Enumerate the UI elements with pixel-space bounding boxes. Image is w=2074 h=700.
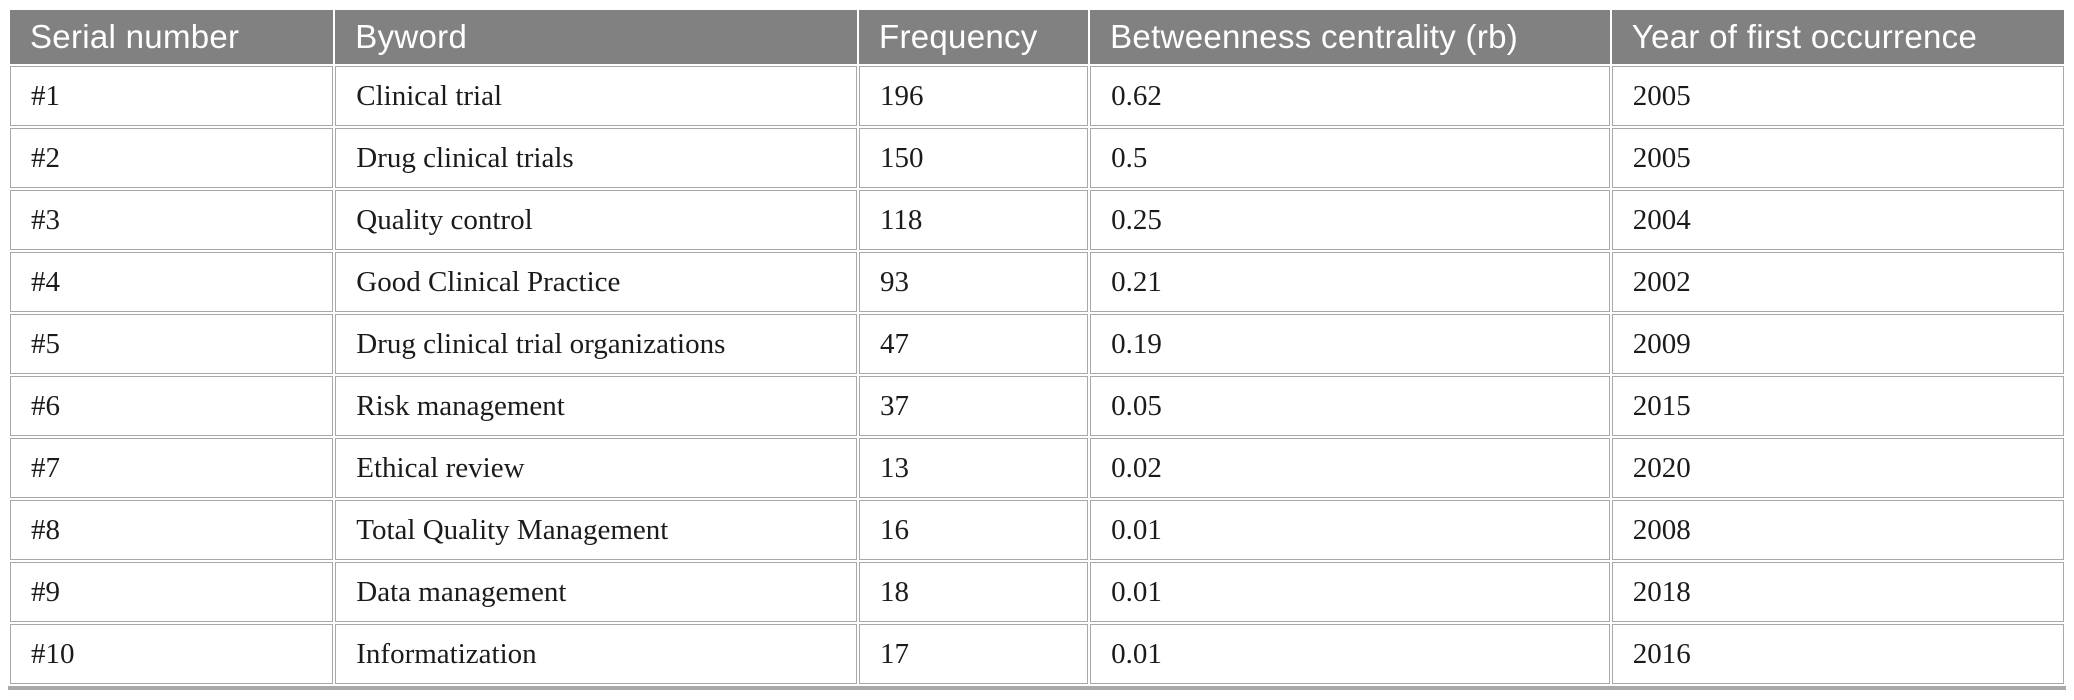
cell-betweenness: 0.05 [1090, 376, 1610, 436]
cell-year: 2005 [1611, 128, 2064, 188]
cell-frequency: 17 [858, 624, 1089, 684]
cell-frequency: 13 [858, 438, 1089, 498]
cell-betweenness: 0.02 [1090, 438, 1610, 498]
cell-byword: Data management [335, 562, 857, 622]
cell-year: 2020 [1611, 438, 2064, 498]
table-row: #8 Total Quality Management 16 0.01 2008 [10, 500, 2064, 560]
table-row: #10 Informatization 17 0.01 2016 [10, 624, 2064, 684]
cell-frequency: 118 [858, 190, 1089, 250]
table-row: #4 Good Clinical Practice 93 0.21 2002 [10, 252, 2064, 312]
cell-serial: #1 [10, 66, 334, 126]
cell-serial: #6 [10, 376, 334, 436]
cell-serial: #3 [10, 190, 334, 250]
table-row: #7 Ethical review 13 0.02 2020 [10, 438, 2064, 498]
cell-frequency: 196 [858, 66, 1089, 126]
cell-serial: #7 [10, 438, 334, 498]
keywords-table-container: Serial number Byword Frequency Betweenne… [8, 8, 2066, 690]
cell-byword: Drug clinical trial organizations [335, 314, 857, 374]
cell-byword: Good Clinical Practice [335, 252, 857, 312]
table-row: #1 Clinical trial 196 0.62 2005 [10, 66, 2064, 126]
cell-betweenness: 0.01 [1090, 500, 1610, 560]
column-header-year-first-occurrence: Year of first occurrence [1611, 10, 2064, 64]
cell-serial: #9 [10, 562, 334, 622]
table-row: #9 Data management 18 0.01 2018 [10, 562, 2064, 622]
cell-frequency: 18 [858, 562, 1089, 622]
table-row: #6 Risk management 37 0.05 2015 [10, 376, 2064, 436]
cell-betweenness: 0.01 [1090, 624, 1610, 684]
cell-year: 2018 [1611, 562, 2064, 622]
cell-betweenness: 0.01 [1090, 562, 1610, 622]
cell-betweenness: 0.25 [1090, 190, 1610, 250]
cell-serial: #2 [10, 128, 334, 188]
cell-byword: Clinical trial [335, 66, 857, 126]
cell-serial: #10 [10, 624, 334, 684]
cell-serial: #5 [10, 314, 334, 374]
cell-year: 2005 [1611, 66, 2064, 126]
table-row: #3 Quality control 118 0.25 2004 [10, 190, 2064, 250]
cell-year: 2015 [1611, 376, 2064, 436]
cell-betweenness: 0.62 [1090, 66, 1610, 126]
cell-frequency: 16 [858, 500, 1089, 560]
table-row: #5 Drug clinical trial organizations 47 … [10, 314, 2064, 374]
cell-byword: Quality control [335, 190, 857, 250]
cell-byword: Informatization [335, 624, 857, 684]
cell-byword: Risk management [335, 376, 857, 436]
column-header-serial-number: Serial number [10, 10, 334, 64]
cell-year: 2016 [1611, 624, 2064, 684]
cell-byword: Total Quality Management [335, 500, 857, 560]
cell-year: 2009 [1611, 314, 2064, 374]
table-header: Serial number Byword Frequency Betweenne… [10, 10, 2064, 64]
cell-frequency: 150 [858, 128, 1089, 188]
table-body: #1 Clinical trial 196 0.62 2005 #2 Drug … [10, 66, 2064, 684]
cell-serial: #4 [10, 252, 334, 312]
cell-year: 2002 [1611, 252, 2064, 312]
cell-frequency: 37 [858, 376, 1089, 436]
cell-year: 2004 [1611, 190, 2064, 250]
cell-betweenness: 0.21 [1090, 252, 1610, 312]
column-header-byword: Byword [335, 10, 857, 64]
header-row: Serial number Byword Frequency Betweenne… [10, 10, 2064, 64]
cell-betweenness: 0.19 [1090, 314, 1610, 374]
cell-year: 2008 [1611, 500, 2064, 560]
cell-byword: Drug clinical trials [335, 128, 857, 188]
keywords-table: Serial number Byword Frequency Betweenne… [8, 8, 2066, 686]
column-header-frequency: Frequency [858, 10, 1089, 64]
cell-byword: Ethical review [335, 438, 857, 498]
cell-frequency: 47 [858, 314, 1089, 374]
cell-serial: #8 [10, 500, 334, 560]
table-row: #2 Drug clinical trials 150 0.5 2005 [10, 128, 2064, 188]
cell-betweenness: 0.5 [1090, 128, 1610, 188]
cell-frequency: 93 [858, 252, 1089, 312]
column-header-betweenness-centrality: Betweenness centrality (rb) [1090, 10, 1610, 64]
